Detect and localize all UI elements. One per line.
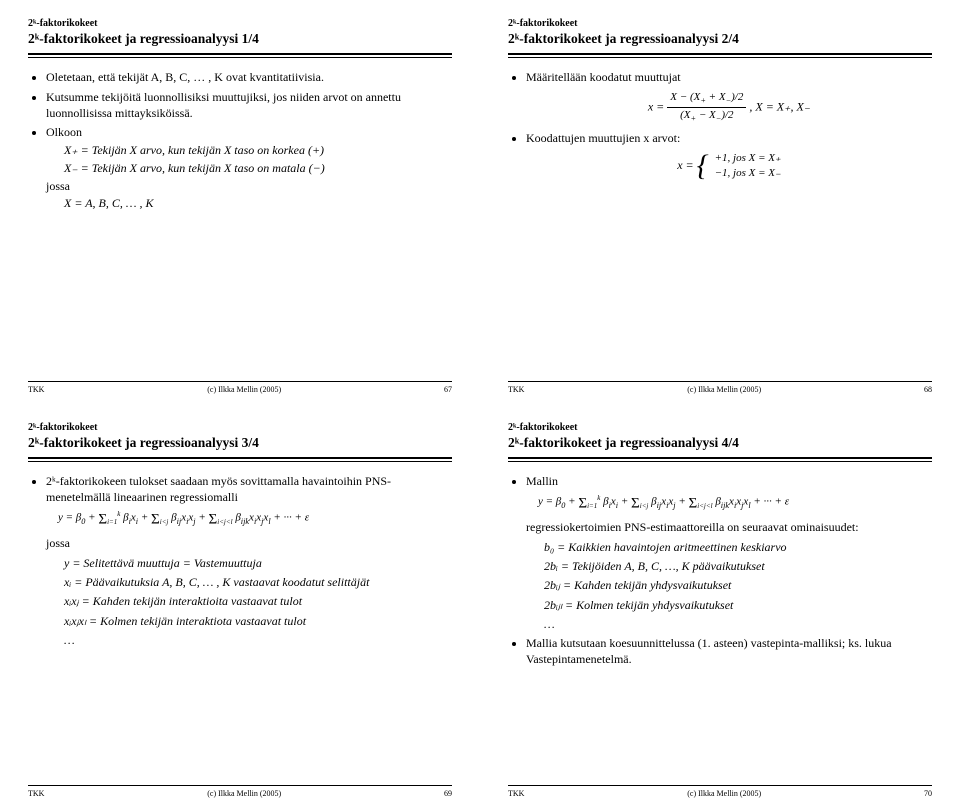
footer-left: TKK bbox=[28, 385, 44, 394]
slide-3: 2ᵏ-faktorikokeet 2ᵏ-faktorikokeet ja reg… bbox=[0, 404, 480, 808]
text: Oletetaan, että tekijät A, B, C, … , K o… bbox=[46, 70, 324, 84]
footer-page: 67 bbox=[444, 385, 452, 394]
footer: TKK (c) Ilkka Mellin (2005) 70 bbox=[508, 785, 932, 798]
definition: … bbox=[544, 616, 932, 632]
content-list: Oletetaan, että tekijät A, B, C, … , K o… bbox=[28, 70, 452, 212]
footer: TKK (c) Ilkka Mellin (2005) 68 bbox=[508, 381, 932, 394]
footer-left: TKK bbox=[508, 385, 524, 394]
footer-page: 68 bbox=[924, 385, 932, 394]
footer: TKK (c) Ilkka Mellin (2005) 67 bbox=[28, 381, 452, 394]
definition: 2bᵢⱼₗ = Kolmen tekijän yhdysvaikutukset bbox=[544, 597, 932, 613]
text: Koodattujen muuttujien x arvot: bbox=[526, 131, 680, 145]
definition: y = Selitettävä muuttuja = Vastemuuttuja bbox=[64, 555, 452, 571]
text: Määritellään koodatut muuttujat bbox=[526, 70, 681, 84]
text: Olkoon bbox=[46, 125, 82, 139]
case: +1, jos X = X₊ bbox=[715, 152, 781, 164]
list-item: Olkoon X₊ = Tekijän X arvo, kun tekijän … bbox=[46, 125, 452, 211]
supertitle: 2ᵏ-faktorikokeet bbox=[28, 422, 452, 433]
definition: b₀ = Kaikkien havaintojen aritmeettinen … bbox=[544, 539, 932, 555]
supertitle: 2ᵏ-faktorikokeet bbox=[508, 18, 932, 29]
footer-mid: (c) Ilkka Mellin (2005) bbox=[687, 385, 761, 394]
list-item: Kutsumme tekijöitä luonnollisiksi muuttu… bbox=[46, 90, 452, 122]
list-item: Oletetaan, että tekijät A, B, C, … , K o… bbox=[46, 70, 452, 86]
definition: 2bᵢ = Tekijöiden A, B, C, …, K päävaikut… bbox=[544, 558, 932, 574]
slide-title: 2ᵏ-faktorikokeet ja regressioanalyysi 4/… bbox=[508, 435, 932, 451]
rule-thick bbox=[28, 53, 452, 55]
definition: xᵢxⱼ = Kahden tekijän interaktioita vast… bbox=[64, 593, 452, 609]
list-item: 2ᵏ-faktorikokeen tulokset saadaan myös s… bbox=[46, 474, 452, 648]
footer-left: TKK bbox=[508, 789, 524, 798]
rule-thin bbox=[508, 461, 932, 462]
content-list: Mallin y = β0 + Σi=1k βixi + Σi<j βijxix… bbox=[508, 474, 932, 668]
footer-mid: (c) Ilkka Mellin (2005) bbox=[687, 789, 761, 798]
text: Mallia kutsutaan koesuunnittelussa (1. a… bbox=[526, 636, 892, 666]
rule-thick bbox=[28, 457, 452, 459]
slide-title: 2ᵏ-faktorikokeet ja regressioanalyysi 3/… bbox=[28, 435, 452, 451]
definition: xᵢxⱼxₗ = Kolmen tekijän interaktiota vas… bbox=[64, 613, 452, 629]
list-item: Määritellään koodatut muuttujat x = X − … bbox=[526, 70, 932, 125]
definition: X₊ = Tekijän X arvo, kun tekijän X taso … bbox=[46, 143, 452, 159]
rule-thick bbox=[508, 457, 932, 459]
rule-thick bbox=[508, 53, 932, 55]
formula: x = X − (X+ + X−)/2 (X+ − X−)/2 , X = X₊… bbox=[526, 90, 932, 125]
text: regressiokertoimien PNS-estimaattoreilla… bbox=[526, 520, 932, 536]
formula: y = β0 + Σi=1k βixi + Σi<j βijxixj + Σi<… bbox=[526, 494, 932, 514]
formula: x = { +1, jos X = X₊ −1, jos X = X₋ bbox=[526, 151, 932, 181]
rule-thin bbox=[508, 57, 932, 58]
rule-thin bbox=[28, 461, 452, 462]
text: , X = X₊, X₋ bbox=[749, 99, 810, 113]
supertitle: 2ᵏ-faktorikokeet bbox=[28, 18, 452, 29]
slide-4: 2ᵏ-faktorikokeet 2ᵏ-faktorikokeet ja reg… bbox=[480, 404, 960, 808]
text: jossa bbox=[46, 179, 452, 195]
text: 2ᵏ-faktorikokeen tulokset saadaan myös s… bbox=[46, 474, 391, 504]
definition: X₋ = Tekijän X arvo, kun tekijän X taso … bbox=[46, 161, 452, 177]
definition: X = A, B, C, … , K bbox=[46, 196, 452, 212]
definition: … bbox=[64, 632, 452, 648]
text: jossa bbox=[46, 536, 452, 552]
content-list: Määritellään koodatut muuttujat x = X − … bbox=[508, 70, 932, 181]
slide-1: 2ᵏ-faktorikokeet 2ᵏ-faktorikokeet ja reg… bbox=[0, 0, 480, 404]
case: −1, jos X = X₋ bbox=[715, 167, 781, 179]
text: Kutsumme tekijöitä luonnollisiksi muuttu… bbox=[46, 90, 401, 120]
text: Mallin bbox=[526, 474, 558, 488]
footer-page: 69 bbox=[444, 789, 452, 798]
slide-2: 2ᵏ-faktorikokeet 2ᵏ-faktorikokeet ja reg… bbox=[480, 0, 960, 404]
content-list: 2ᵏ-faktorikokeen tulokset saadaan myös s… bbox=[28, 474, 452, 648]
slide-title: 2ᵏ-faktorikokeet ja regressioanalyysi 2/… bbox=[508, 31, 932, 47]
list-item: Mallia kutsutaan koesuunnittelussa (1. a… bbox=[526, 636, 932, 668]
slide-title: 2ᵏ-faktorikokeet ja regressioanalyysi 1/… bbox=[28, 31, 452, 47]
footer-mid: (c) Ilkka Mellin (2005) bbox=[207, 385, 281, 394]
definition: xᵢ = Päävaikutuksia A, B, C, … , K vasta… bbox=[64, 574, 452, 590]
definition: 2bᵢⱼ = Kahden tekijän yhdysvaikutukset bbox=[544, 577, 932, 593]
formula: y = β0 + Σi=1k βixi + Σi<j βijxixj + Σi<… bbox=[46, 510, 452, 530]
supertitle: 2ᵏ-faktorikokeet bbox=[508, 422, 932, 433]
list-item: Mallin y = β0 + Σi=1k βixi + Σi<j βijxix… bbox=[526, 474, 932, 632]
rule-thin bbox=[28, 57, 452, 58]
footer-mid: (c) Ilkka Mellin (2005) bbox=[207, 789, 281, 798]
footer-left: TKK bbox=[28, 789, 44, 798]
footer-page: 70 bbox=[924, 789, 932, 798]
footer: TKK (c) Ilkka Mellin (2005) 69 bbox=[28, 785, 452, 798]
list-item: Koodattujen muuttujien x arvot: x = { +1… bbox=[526, 131, 932, 181]
